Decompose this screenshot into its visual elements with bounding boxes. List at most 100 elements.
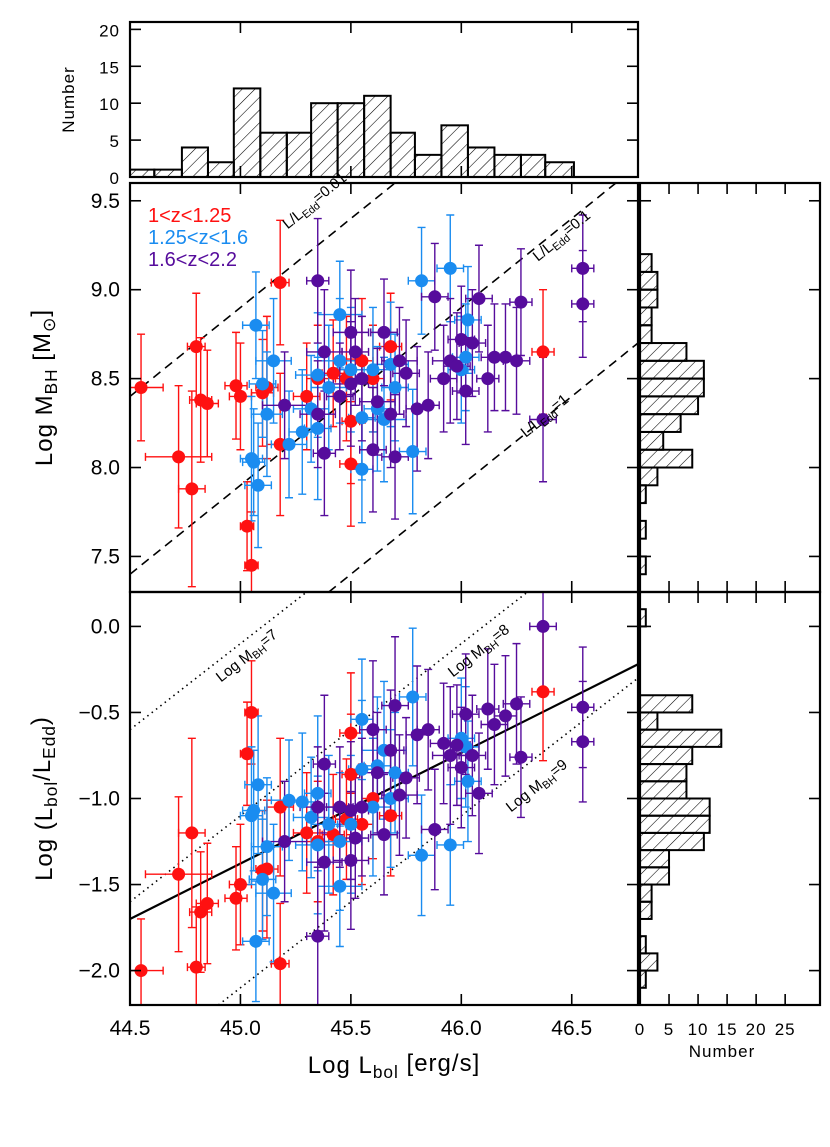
histogram-bar (640, 952, 659, 972)
data-point (384, 407, 398, 421)
data-point (428, 290, 442, 304)
data-point (278, 398, 292, 412)
data-point (344, 817, 358, 831)
x-tick-label: 45.5 (330, 1017, 371, 1040)
data-point (536, 619, 550, 633)
legend-entry: 1.25<z<1.6 (148, 227, 248, 249)
y-tick-label: −2.0 (79, 960, 120, 983)
data-point (421, 398, 435, 412)
data-point (273, 800, 287, 814)
line-label: Log MBH=7 (212, 626, 283, 688)
histogram-bar (640, 797, 711, 817)
data-point (247, 804, 261, 818)
histogram-bar (640, 288, 659, 309)
histogram-bar (640, 324, 653, 345)
data-point (348, 831, 362, 845)
histogram-bar (640, 935, 647, 955)
data-point (185, 482, 199, 496)
data-point (247, 455, 261, 469)
y-axis-title: Log MBH [M⊙] (27, 309, 61, 466)
data-point (355, 817, 369, 831)
data-point (450, 359, 464, 373)
histogram-bar (640, 814, 711, 834)
label-part: ] (27, 309, 54, 317)
y-tick-label: −1.0 (79, 788, 120, 811)
data-point (134, 964, 148, 978)
data-point (576, 735, 590, 749)
data-point (251, 778, 265, 792)
data-point (459, 707, 473, 721)
subscript: bol (373, 1062, 399, 1082)
data-point (461, 774, 475, 788)
data-point (481, 372, 495, 386)
axes-frame (128, 590, 640, 1007)
y-tick-label: 0 (110, 169, 120, 188)
data-point (472, 786, 486, 800)
data-point (344, 325, 358, 339)
data-point (465, 336, 479, 350)
data-point (355, 411, 369, 425)
data-point (333, 835, 347, 849)
histogram-bar (640, 253, 653, 273)
data-point (454, 332, 468, 346)
data-point (344, 414, 358, 428)
data-point (233, 389, 247, 403)
data-point (514, 295, 528, 309)
data-point (450, 738, 464, 752)
data-point (317, 855, 331, 869)
data-point (256, 872, 270, 886)
data-point (415, 274, 429, 288)
subscript: Edd (39, 725, 59, 759)
x-tick-label: 46.0 (441, 1017, 482, 1040)
y-tick-label: 5 (110, 132, 120, 151)
data-point (576, 261, 590, 275)
histogram-bar (493, 153, 522, 177)
data-point (200, 397, 214, 411)
data-point (399, 366, 413, 380)
histogram-bar (259, 131, 288, 177)
x-axis-title: Number (689, 1042, 755, 1061)
data-point (282, 437, 296, 451)
data-point (326, 366, 340, 380)
data-point (421, 723, 435, 737)
histogram-bar (640, 900, 653, 920)
histogram-bar (640, 694, 694, 714)
histogram-bar (640, 395, 700, 416)
y-tick-label: −0.5 (79, 701, 120, 724)
line-label: L/LEdd=0.1 (529, 207, 596, 267)
data-point (282, 793, 296, 807)
label-part: =8 (489, 621, 513, 645)
histogram-bar (336, 102, 366, 177)
y-axis-title: Number (59, 66, 78, 132)
data-point (311, 421, 325, 435)
data-point (311, 786, 325, 800)
data-point (388, 766, 402, 780)
line-label: Log MBH=9 (502, 756, 573, 818)
data-point (437, 736, 451, 750)
data-point (311, 368, 325, 382)
subscript: BH (41, 368, 61, 394)
histogram-bar (640, 849, 671, 869)
data-point (366, 443, 380, 457)
data-point (311, 274, 325, 288)
data-point (229, 891, 243, 905)
subscript: bol (41, 781, 61, 807)
histogram-bar (640, 831, 705, 852)
x-tick-label: 46.5 (551, 1017, 592, 1040)
data-point (510, 697, 524, 711)
histogram-bar (640, 745, 694, 766)
y-tick-label: 8.0 (91, 457, 120, 480)
histogram-bar (640, 342, 688, 362)
histogram-bar (640, 270, 659, 291)
histogram-bar (519, 153, 547, 177)
data-point (355, 712, 369, 726)
data-point (355, 762, 369, 776)
data-point (576, 700, 590, 714)
data-point (300, 389, 314, 403)
data-point (317, 345, 331, 359)
histogram-bar (640, 780, 688, 800)
histogram-bar (640, 728, 723, 748)
data-point (514, 750, 528, 764)
